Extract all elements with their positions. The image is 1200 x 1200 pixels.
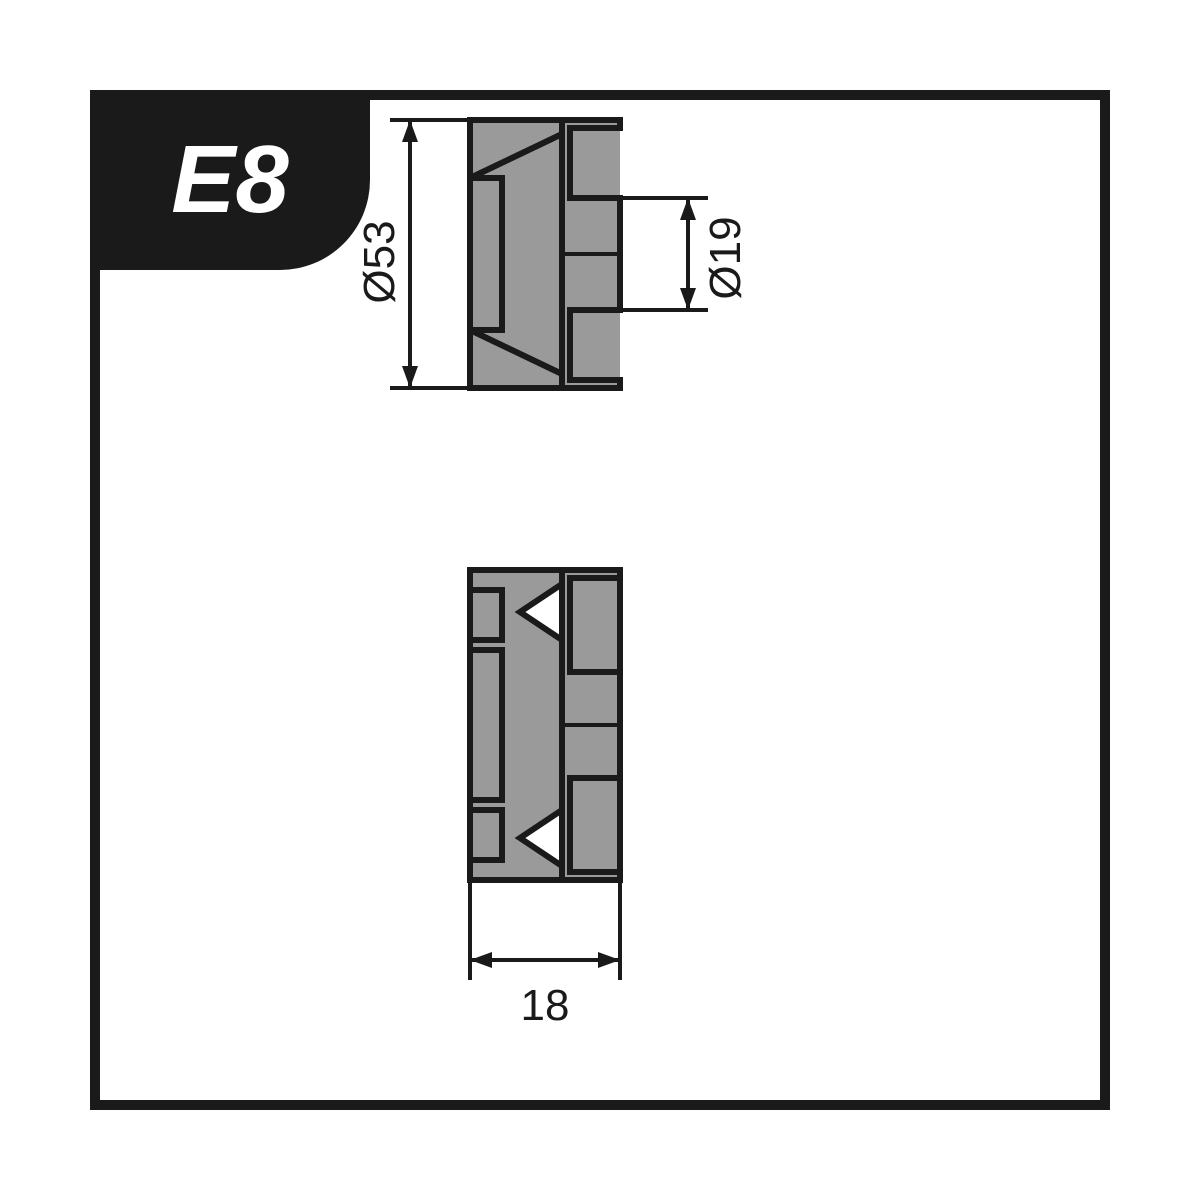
dimension-width: 18: [470, 882, 620, 1030]
dimension-outer-diameter: Ø53: [355, 120, 468, 388]
upper-roller-section: [470, 120, 620, 388]
label-inner-diameter: Ø19: [701, 216, 750, 299]
lower-roller-section: [470, 570, 620, 880]
technical-drawing: Ø53 Ø19 18: [90, 90, 1110, 1110]
label-outer-diameter: Ø53: [355, 220, 404, 303]
dimension-inner-diameter: Ø19: [620, 198, 750, 310]
label-width: 18: [521, 981, 570, 1030]
